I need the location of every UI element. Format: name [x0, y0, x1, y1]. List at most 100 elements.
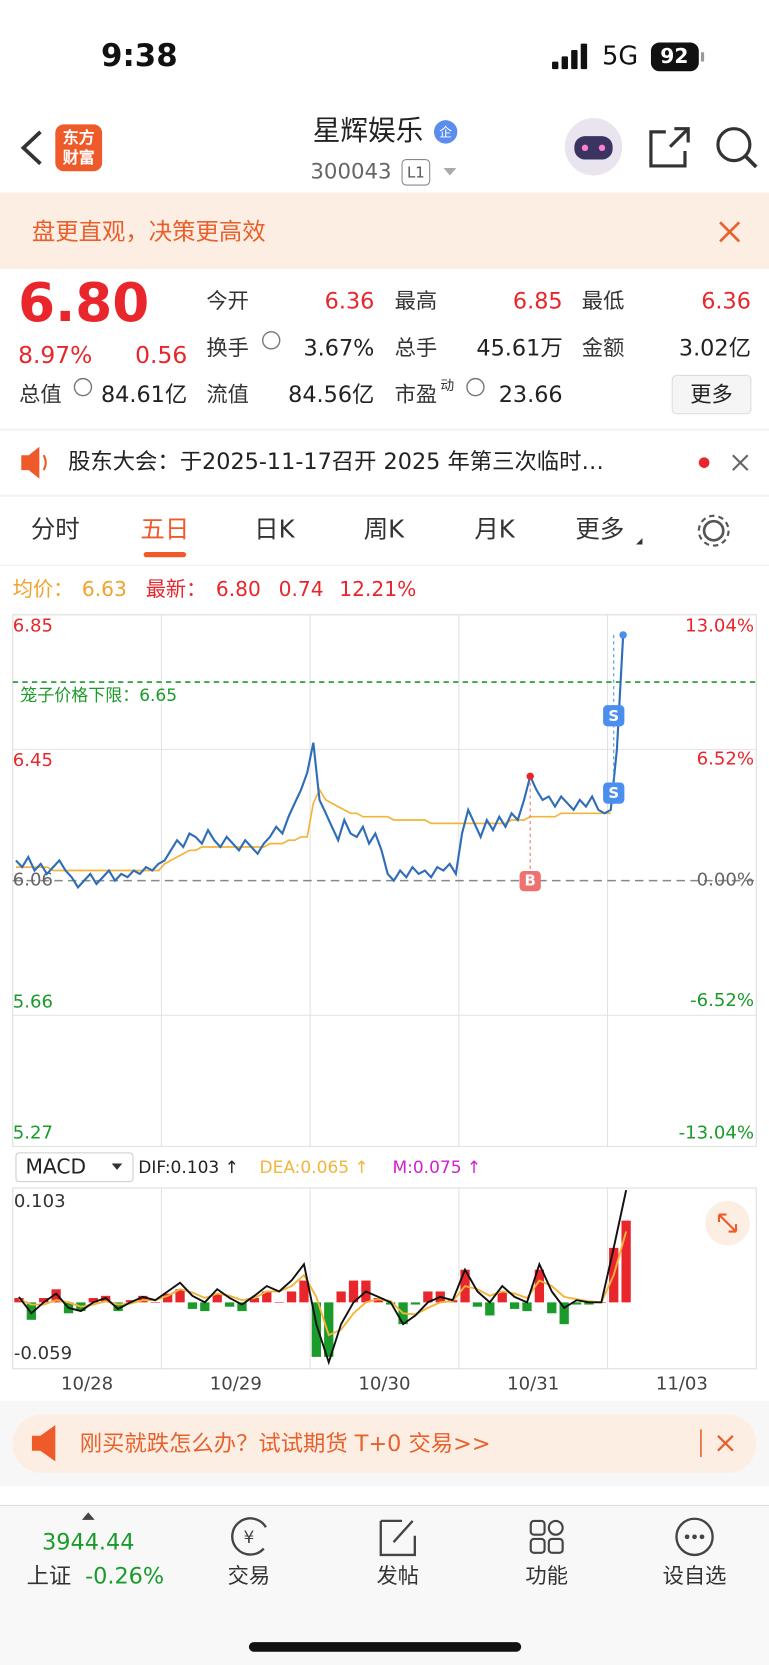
nav-icon: [379, 1519, 416, 1557]
nav-dot: [684, 1534, 690, 1540]
avg-line: [15, 788, 611, 872]
tabs: 分时 五日 日K 周K 月K 更多: [31, 515, 643, 558]
dif-label: DIF:0.103 ↑: [138, 1158, 239, 1178]
macd-bar: [125, 1300, 136, 1303]
macd-bar: [237, 1302, 247, 1312]
stat-label: 最低: [582, 289, 625, 314]
stat-label: 流值: [206, 383, 249, 408]
macd-bar: [187, 1302, 198, 1309]
y-tick-label: 6.45: [13, 750, 53, 771]
macd-tick-label: -0.059: [14, 1343, 72, 1364]
x-tick-label: 10/30: [358, 1374, 410, 1395]
macd-bar: [621, 1220, 631, 1303]
trade-dot: [526, 772, 534, 781]
back-button[interactable]: [20, 130, 42, 166]
indicator-select[interactable]: [15, 1152, 134, 1183]
macd-bar: [274, 1302, 284, 1303]
macd-bar: [534, 1269, 545, 1303]
y2-tick-label: 0.00%: [697, 870, 754, 891]
macd-bar: [262, 1291, 272, 1303]
macd-bar: [485, 1302, 495, 1316]
stat-label: 市盈: [395, 383, 438, 408]
index-name: 上证: [27, 1564, 72, 1590]
avatar-face: [574, 136, 613, 160]
nav-label[interactable]: 交易: [228, 1564, 271, 1589]
promo-text: 刚买就跌怎么办？试试期货 T+0 交易>>: [80, 1431, 491, 1457]
avg-label: 均价：: [13, 577, 74, 601]
banner-text: 盘更直观，决策更高效: [32, 217, 266, 245]
index-arrow: [81, 1512, 95, 1520]
more-arrow: [636, 538, 643, 545]
index-value[interactable]: 3944.44: [42, 1530, 134, 1556]
badge-text: 企: [439, 124, 452, 140]
info-icon[interactable]: [466, 377, 485, 397]
nav-border: [0, 1504, 769, 1506]
tab[interactable]: 五日: [140, 515, 189, 544]
macd-chart: 0.103 -0.059: [12, 1187, 757, 1370]
macd-bar: [138, 1295, 148, 1303]
stock-name: 星辉娱乐: [313, 114, 424, 147]
x-tick-label: 10/29: [210, 1374, 262, 1395]
nav-label[interactable]: 发帖: [377, 1564, 420, 1589]
macd-bar: [14, 1298, 24, 1303]
macd-bar: [249, 1298, 260, 1303]
indicator-arrow: [111, 1163, 123, 1170]
y-tick-label: 5.66: [13, 991, 53, 1012]
macd-bar: [522, 1302, 532, 1312]
settings-button[interactable]: [702, 519, 725, 542]
y2-tick-label: 6.52%: [697, 748, 754, 769]
bottom-nav: [0, 1504, 769, 1665]
share-button[interactable]: [649, 127, 690, 168]
indicator-name: MACD: [26, 1154, 87, 1178]
cage-label: 笼子价格下限：6.65: [20, 686, 177, 706]
battery-level: 92: [660, 44, 688, 68]
trade-label: B: [525, 872, 536, 890]
stat-value: 6.36: [701, 289, 751, 315]
tab[interactable]: 分时: [31, 515, 80, 544]
nav-icon: [529, 1537, 546, 1554]
trade-label: S: [608, 707, 619, 725]
index-pct: -0.26%: [85, 1564, 164, 1590]
promo-close[interactable]: [717, 1434, 734, 1452]
trade-label: S: [608, 784, 619, 802]
avatar-eye: [598, 144, 606, 152]
macd-bar: [150, 1302, 160, 1303]
stat-value: 6.85: [513, 289, 563, 315]
unread-dot: [698, 457, 710, 468]
macd-bar: [286, 1291, 297, 1303]
nav-icon: [547, 1537, 564, 1554]
tab-underline: [143, 551, 187, 558]
battery-tip: [700, 52, 705, 62]
nav-dot: [692, 1534, 697, 1540]
more-button[interactable]: [671, 374, 752, 415]
y2-tick-label: 13.04%: [685, 615, 754, 636]
nav-items: ¥ 交易 发帖 功能 设自选: [228, 1517, 727, 1589]
last-price: 6.80: [18, 272, 149, 334]
app-logo: [55, 124, 103, 172]
notice-close[interactable]: [732, 454, 749, 471]
stat-label: 最高: [395, 289, 438, 314]
search-button[interactable]: [716, 127, 752, 163]
macd-bar: [348, 1280, 359, 1303]
nav-label[interactable]: 设自选: [663, 1564, 727, 1589]
tab[interactable]: 月K: [474, 515, 515, 544]
dif-line: [18, 1189, 628, 1366]
tab[interactable]: 日K: [254, 515, 295, 544]
y2-tick-label: -13.04%: [679, 1123, 754, 1144]
home-indicator: [248, 1642, 522, 1652]
trade-box: [603, 782, 625, 804]
tab[interactable]: 更多: [575, 515, 624, 544]
banner-close[interactable]: [719, 221, 741, 243]
info-icon[interactable]: [73, 377, 93, 397]
nav-label[interactable]: 功能: [525, 1564, 568, 1589]
promo[interactable]: [12, 1414, 757, 1474]
x-tick-label: 10/28: [61, 1374, 113, 1395]
macd-bar: [423, 1291, 433, 1303]
tab[interactable]: 周K: [364, 515, 405, 544]
y2-tick-label: -6.52%: [690, 990, 754, 1011]
macd-bar: [324, 1302, 334, 1357]
macd-bar: [51, 1289, 61, 1303]
info-icon[interactable]: [262, 331, 281, 350]
